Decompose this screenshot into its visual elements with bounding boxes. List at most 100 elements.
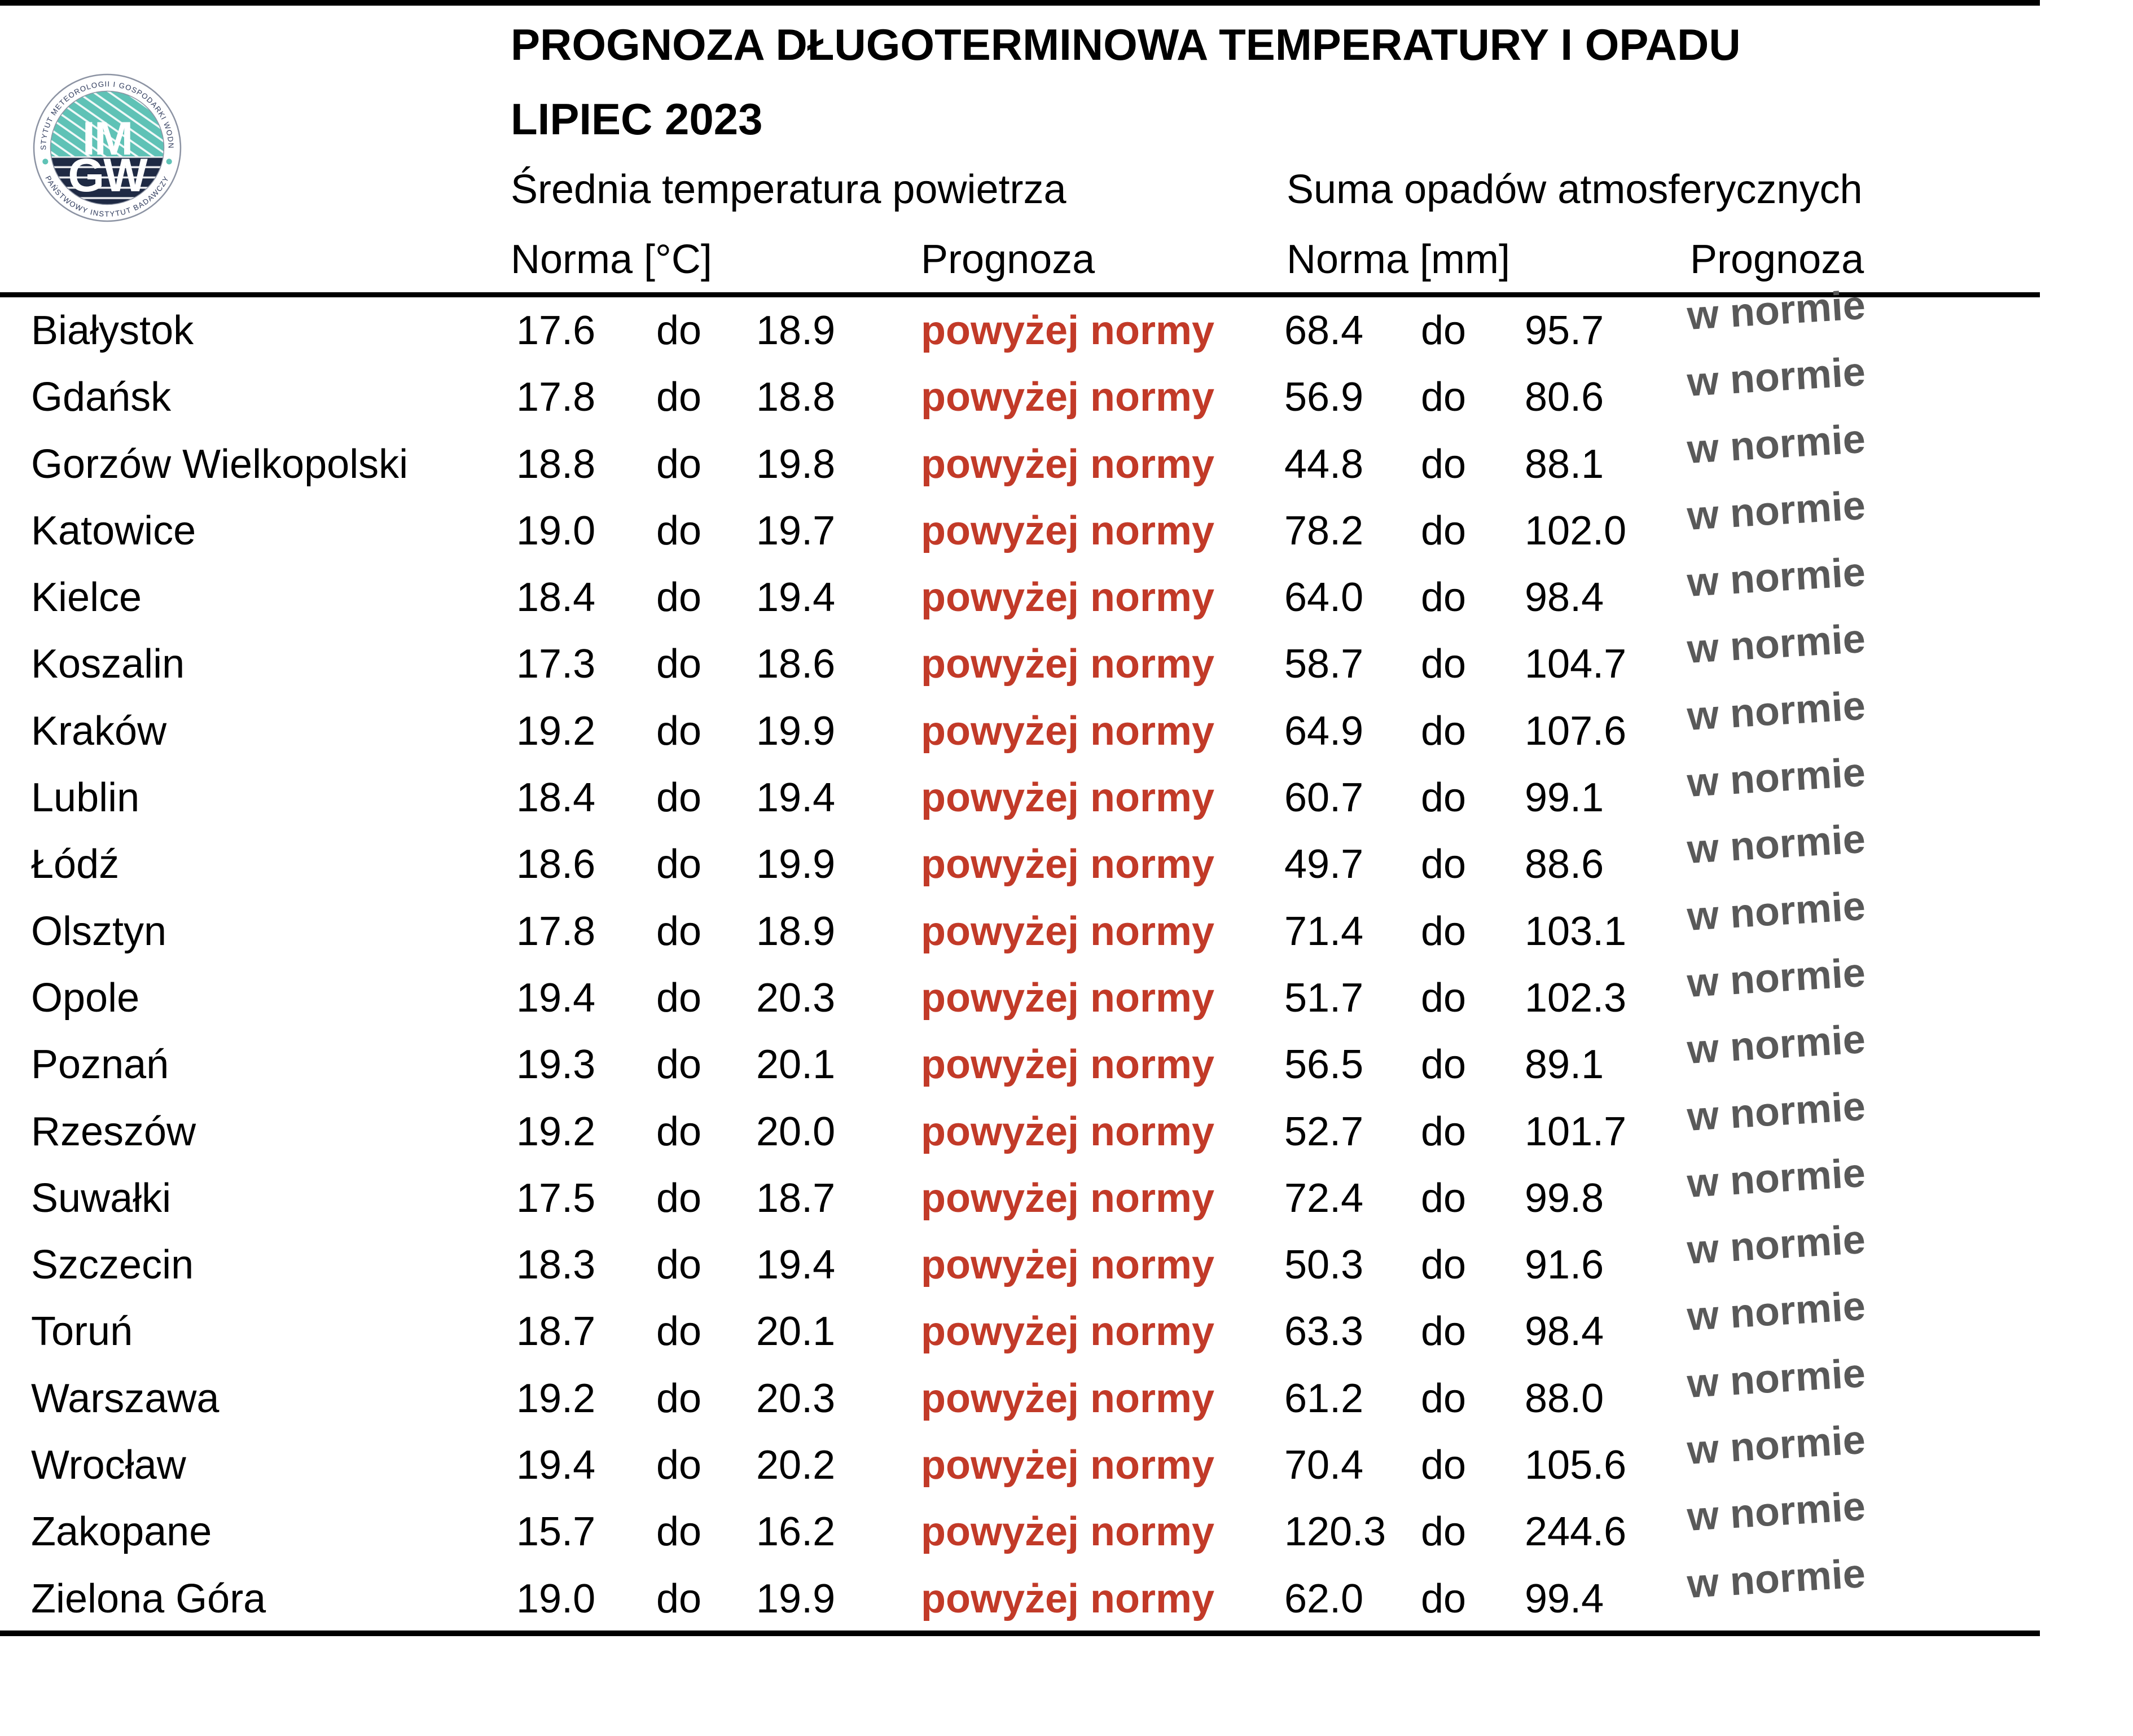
precip-range-separator: do	[1421, 1109, 1467, 1154]
table-row: Lublin 18.4 do 19.4 powyżej normy 60.7 d…	[0, 750, 2133, 831]
temp-norm-max: 18.6	[756, 641, 836, 687]
precip-range-separator: do	[1421, 708, 1467, 754]
precip-norm-min: 60.7	[1284, 775, 1364, 821]
precip-norm-max: 103.1	[1525, 908, 1627, 954]
section-label-precipitation: Suma opadów atmosferycznych	[1287, 167, 1863, 212]
city-name: Zielona Góra	[31, 1576, 266, 1621]
table-row: Wrocław 19.4 do 20.2 powyżej normy 70.4 …	[0, 1417, 2133, 1498]
logo-right-dot	[166, 159, 172, 165]
precip-range-separator: do	[1421, 1375, 1467, 1421]
precip-range-separator: do	[1421, 1042, 1467, 1088]
city-name: Rzeszów	[31, 1109, 196, 1154]
temp-norm-min: 15.7	[516, 1509, 596, 1555]
forecast-table-body: Białystok 17.6 do 18.9 powyżej normy 68.…	[0, 283, 2133, 1632]
precip-range-separator: do	[1421, 375, 1467, 420]
header-separator-line	[0, 292, 2040, 297]
temp-range-separator: do	[656, 1175, 702, 1221]
temp-norm-min: 18.7	[516, 1309, 596, 1355]
temp-norm-min: 18.8	[516, 441, 596, 487]
section-label-temperature: Średnia temperatura powietrza	[511, 167, 1066, 212]
precip-forecast-badge: w normie	[1686, 816, 1867, 873]
precip-norm-max: 102.0	[1525, 508, 1627, 553]
precip-range-separator: do	[1421, 775, 1467, 821]
city-name: Kielce	[31, 575, 142, 621]
precip-norm-min: 56.5	[1284, 1042, 1364, 1088]
temp-norm-max: 20.0	[756, 1109, 836, 1154]
temp-norm-max: 20.1	[756, 1042, 836, 1088]
temp-norm-min: 18.4	[516, 575, 596, 621]
temp-norm-max: 19.9	[756, 842, 836, 887]
temp-range-separator: do	[656, 1109, 702, 1154]
precip-forecast-badge: w normie	[1686, 349, 1867, 406]
temp-norm-max: 19.8	[756, 441, 836, 487]
table-row: Suwałki 17.5 do 18.7 powyżej normy 72.4 …	[0, 1150, 2133, 1232]
precip-forecast-badge: w normie	[1686, 1216, 1867, 1273]
temp-norm-min: 18.3	[516, 1242, 596, 1288]
city-name: Łódź	[31, 842, 120, 887]
city-name: Lublin	[31, 775, 140, 821]
temp-range-separator: do	[656, 1443, 702, 1488]
temp-range-separator: do	[656, 842, 702, 887]
temp-norm-max: 20.1	[756, 1309, 836, 1355]
precip-norm-max: 101.7	[1525, 1109, 1627, 1154]
city-name: Poznań	[31, 1042, 169, 1088]
logo-text-gw: GW	[68, 149, 148, 201]
city-name: Warszawa	[31, 1375, 220, 1421]
temp-norm-max: 19.4	[756, 1242, 836, 1288]
temp-range-separator: do	[656, 1042, 702, 1088]
city-name: Białystok	[31, 308, 194, 353]
temp-forecast-badge: powyżej normy	[921, 1375, 1215, 1421]
temp-range-separator: do	[656, 641, 702, 687]
precip-norm-max: 91.6	[1525, 1242, 1604, 1288]
logo-text-im: IM	[82, 112, 132, 165]
precip-norm-max: 80.6	[1525, 375, 1604, 420]
temp-forecast-badge: powyżej normy	[921, 1109, 1215, 1154]
precip-forecast-badge: w normie	[1686, 616, 1867, 673]
precip-norm-min: 64.9	[1284, 708, 1364, 754]
column-header-precip-norm: Norma [mm]	[1287, 237, 1510, 282]
precip-range-separator: do	[1421, 1576, 1467, 1621]
logo-left-dot	[42, 159, 49, 165]
temp-norm-max: 16.2	[756, 1509, 836, 1555]
precip-range-separator: do	[1421, 1309, 1467, 1355]
precip-norm-min: 52.7	[1284, 1109, 1364, 1154]
precip-norm-min: 64.0	[1284, 575, 1364, 621]
temp-norm-min: 17.6	[516, 308, 596, 353]
temp-norm-min: 17.5	[516, 1175, 596, 1221]
precip-norm-min: 61.2	[1284, 1375, 1364, 1421]
temp-norm-max: 19.9	[756, 708, 836, 754]
city-name: Suwałki	[31, 1175, 172, 1221]
precip-range-separator: do	[1421, 308, 1467, 353]
temp-forecast-badge: powyżej normy	[921, 1576, 1215, 1621]
city-name: Opole	[31, 975, 140, 1021]
precip-forecast-badge: w normie	[1686, 1284, 1867, 1340]
temp-norm-min: 19.3	[516, 1042, 596, 1088]
page-subtitle-month: LIPIEC 2023	[511, 94, 763, 144]
table-row: Zakopane 15.7 do 16.2 powyżej normy 120.…	[0, 1484, 2133, 1565]
precip-range-separator: do	[1421, 975, 1467, 1021]
table-row: Zielona Góra 19.0 do 19.9 powyżej normy …	[0, 1550, 2133, 1632]
precip-forecast-badge: w normie	[1686, 749, 1867, 806]
table-row: Łódź 18.6 do 19.9 powyżej normy 49.7 do …	[0, 816, 2133, 898]
city-name: Zakopane	[31, 1509, 212, 1555]
precip-forecast-badge: w normie	[1686, 683, 1867, 739]
precip-norm-max: 102.3	[1525, 975, 1627, 1021]
temp-norm-max: 19.7	[756, 508, 836, 553]
precip-range-separator: do	[1421, 641, 1467, 687]
precip-norm-max: 99.8	[1525, 1175, 1604, 1221]
precip-norm-min: 50.3	[1284, 1242, 1364, 1288]
precip-norm-min: 49.7	[1284, 842, 1364, 887]
precip-forecast-badge: w normie	[1686, 1350, 1867, 1407]
temp-forecast-badge: powyżej normy	[921, 441, 1215, 487]
temp-norm-max: 20.3	[756, 1375, 836, 1421]
table-row: Szczecin 18.3 do 19.4 powyżej normy 50.3…	[0, 1217, 2133, 1298]
precip-forecast-badge: w normie	[1686, 416, 1867, 472]
precip-norm-min: 78.2	[1284, 508, 1364, 553]
temp-forecast-badge: powyżej normy	[921, 1309, 1215, 1355]
temp-range-separator: do	[656, 375, 702, 420]
precip-norm-max: 89.1	[1525, 1042, 1604, 1088]
precip-norm-max: 88.6	[1525, 842, 1604, 887]
temp-range-separator: do	[656, 908, 702, 954]
city-name: Gdańsk	[31, 375, 172, 420]
city-name: Olsztyn	[31, 908, 167, 954]
